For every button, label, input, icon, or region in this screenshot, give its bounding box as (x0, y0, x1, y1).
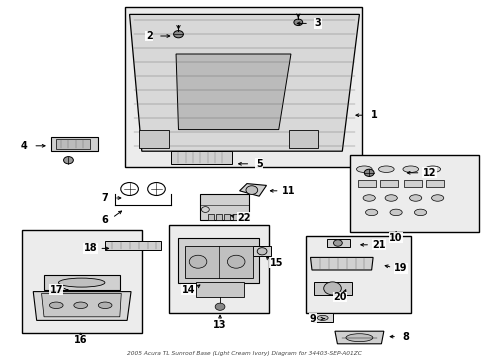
Text: 9: 9 (309, 314, 316, 324)
Polygon shape (178, 238, 259, 283)
Text: 20: 20 (332, 292, 346, 302)
Polygon shape (184, 246, 252, 278)
Ellipse shape (98, 302, 112, 309)
Text: 22: 22 (237, 213, 251, 223)
Ellipse shape (414, 209, 426, 216)
Circle shape (293, 19, 302, 26)
Polygon shape (33, 292, 131, 320)
Polygon shape (314, 282, 351, 295)
Text: 13: 13 (213, 320, 226, 330)
Text: 11: 11 (281, 186, 295, 196)
Polygon shape (129, 14, 359, 151)
Circle shape (364, 169, 373, 176)
Ellipse shape (424, 166, 440, 172)
Polygon shape (326, 239, 349, 247)
Bar (22, 230, 142, 333)
Bar (224, 214, 230, 220)
Bar (124, 7, 361, 167)
Bar (207, 214, 213, 220)
Ellipse shape (365, 209, 377, 216)
Polygon shape (252, 246, 271, 256)
Bar (349, 155, 478, 232)
Circle shape (257, 248, 266, 255)
Polygon shape (105, 241, 161, 250)
Circle shape (189, 255, 206, 268)
Text: 17: 17 (49, 285, 63, 295)
Text: 19: 19 (393, 263, 407, 273)
Polygon shape (312, 313, 332, 322)
Text: 7: 7 (102, 193, 108, 203)
Text: 12: 12 (422, 168, 435, 178)
Ellipse shape (362, 195, 375, 201)
Polygon shape (288, 130, 317, 148)
Polygon shape (310, 257, 372, 270)
Polygon shape (200, 194, 249, 220)
Text: 15: 15 (269, 258, 283, 268)
Circle shape (63, 157, 73, 164)
Text: 6: 6 (102, 215, 108, 225)
Circle shape (333, 240, 342, 246)
Ellipse shape (346, 334, 372, 342)
Ellipse shape (49, 302, 63, 309)
Circle shape (227, 255, 244, 268)
Bar (241, 214, 246, 220)
Text: 14: 14 (181, 285, 195, 295)
Text: 5: 5 (255, 159, 262, 169)
Polygon shape (334, 331, 383, 344)
Bar (305, 236, 410, 313)
Ellipse shape (74, 302, 87, 309)
Bar (216, 214, 222, 220)
Circle shape (245, 186, 257, 194)
Ellipse shape (402, 166, 418, 172)
Text: 16: 16 (74, 335, 87, 345)
Polygon shape (176, 54, 290, 130)
Bar (232, 214, 238, 220)
Text: 18: 18 (83, 243, 97, 253)
Ellipse shape (385, 195, 397, 201)
Polygon shape (379, 180, 397, 187)
Text: 2005 Acura TL Sunroof Base (Light Cream Ivory) Diagram for 34403-SEP-A01ZC: 2005 Acura TL Sunroof Base (Light Cream … (127, 351, 361, 356)
Text: 1: 1 (370, 110, 377, 120)
Circle shape (173, 31, 183, 38)
Polygon shape (41, 293, 121, 317)
Text: 3: 3 (314, 18, 321, 28)
Polygon shape (139, 130, 168, 148)
Polygon shape (426, 180, 443, 187)
Text: 8: 8 (402, 332, 408, 342)
Ellipse shape (356, 166, 371, 172)
Polygon shape (404, 180, 421, 187)
Polygon shape (56, 139, 90, 149)
Ellipse shape (430, 195, 443, 201)
Ellipse shape (317, 315, 327, 320)
Polygon shape (239, 184, 266, 196)
Text: 10: 10 (388, 233, 402, 243)
Ellipse shape (408, 195, 421, 201)
Circle shape (215, 303, 224, 310)
Polygon shape (51, 137, 98, 151)
Circle shape (323, 282, 341, 295)
Ellipse shape (378, 166, 393, 172)
Polygon shape (195, 282, 244, 297)
Polygon shape (171, 151, 232, 164)
Bar (168, 225, 268, 313)
Text: 21: 21 (371, 240, 385, 250)
Text: 4: 4 (21, 141, 28, 151)
Text: 2: 2 (145, 31, 152, 41)
Ellipse shape (59, 278, 105, 287)
Polygon shape (357, 180, 375, 187)
Polygon shape (44, 275, 120, 290)
Ellipse shape (389, 209, 401, 216)
